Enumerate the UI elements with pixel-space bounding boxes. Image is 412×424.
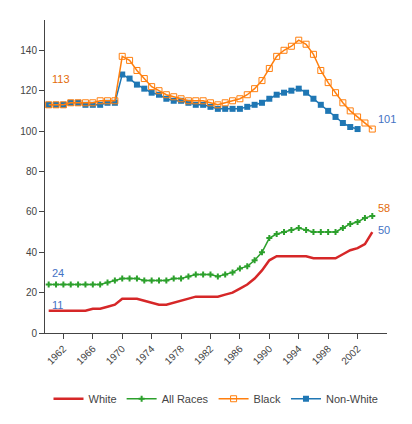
svg-text:40: 40 (26, 247, 38, 258)
svg-text:Black: Black (254, 393, 281, 405)
svg-text:Non-White: Non-White (326, 393, 378, 405)
svg-text:1970: 1970 (104, 343, 128, 367)
svg-text:1986: 1986 (221, 343, 245, 367)
svg-text:50: 50 (378, 224, 390, 236)
svg-text:0: 0 (31, 328, 37, 339)
svg-text:80: 80 (26, 166, 38, 177)
svg-text:24: 24 (52, 267, 64, 279)
svg-text:All Races: All Races (162, 393, 209, 405)
svg-text:1978: 1978 (162, 343, 186, 367)
svg-text:White: White (89, 393, 117, 405)
svg-text:1994: 1994 (280, 343, 304, 367)
svg-text:1982: 1982 (192, 343, 216, 367)
svg-text:2002: 2002 (339, 343, 363, 367)
svg-text:1966: 1966 (74, 343, 98, 367)
svg-text:60: 60 (26, 206, 38, 217)
svg-text:101: 101 (378, 113, 396, 125)
svg-text:1974: 1974 (133, 343, 157, 367)
svg-text:58: 58 (378, 202, 390, 214)
svg-text:1990: 1990 (251, 343, 275, 367)
svg-text:113: 113 (52, 73, 70, 85)
svg-text:100: 100 (20, 126, 37, 137)
svg-text:11: 11 (52, 299, 63, 311)
svg-text:120: 120 (20, 85, 37, 96)
svg-text:20: 20 (26, 287, 38, 298)
svg-text:140: 140 (20, 45, 37, 56)
svg-text:1998: 1998 (310, 343, 334, 367)
svg-text:1962: 1962 (45, 343, 69, 367)
